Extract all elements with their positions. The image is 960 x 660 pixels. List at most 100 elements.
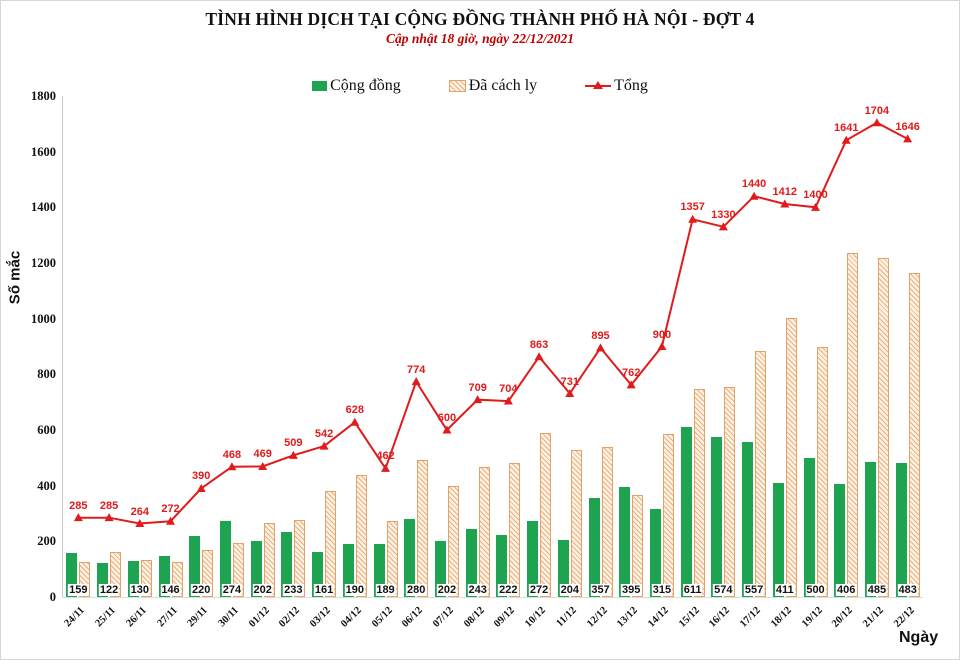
total-value-label: 1412	[772, 185, 798, 198]
bar-community	[342, 544, 354, 597]
y-tick-label: 1200	[31, 256, 56, 270]
x-axis-title: Ngày	[899, 629, 939, 646]
bar-community	[312, 552, 324, 597]
x-tick-label: 26/11	[124, 605, 149, 630]
total-point-marker	[565, 389, 575, 398]
x-tick-label: 17/12	[738, 605, 763, 630]
community-value-label: 483	[897, 584, 918, 596]
chart-subtitle: Cập nhật 18 giờ, ngày 22/12/2021	[385, 31, 575, 46]
total-value-label: 390	[192, 470, 211, 483]
x-tick-label: 18/12	[768, 605, 794, 630]
total-point-marker	[749, 191, 759, 200]
bar-quarantined	[79, 561, 91, 597]
total-point-marker	[411, 377, 421, 386]
bar-quarantined	[816, 346, 828, 597]
bar-quarantined	[908, 273, 920, 597]
total-point-marker	[688, 214, 698, 223]
y-tick-label: 0	[49, 590, 56, 604]
total-value-label: 285	[99, 499, 119, 512]
community-value-label: 485	[866, 584, 888, 596]
community-value-label: 395	[621, 584, 642, 596]
total-value-label: 704	[499, 383, 518, 396]
total-point-marker	[350, 417, 360, 426]
bar-community	[895, 462, 907, 597]
total-point-marker	[319, 441, 329, 450]
total-point-marker	[166, 516, 175, 525]
bar-quarantined	[355, 475, 367, 597]
bar-community	[189, 535, 201, 597]
y-tick-label: 1600	[31, 144, 56, 159]
total-point-marker	[135, 519, 145, 528]
total-value-label: 264	[130, 505, 149, 518]
bar-quarantined	[263, 522, 275, 597]
total-point-marker	[903, 134, 913, 143]
total-value-label: 509	[284, 437, 303, 450]
total-value-label: 1400	[803, 189, 828, 202]
total-value-label: 1440	[741, 178, 767, 191]
community-value-label: 161	[313, 584, 335, 596]
total-value-label: 468	[222, 448, 242, 461]
bar-community	[496, 535, 508, 597]
community-value-label: 146	[160, 584, 181, 596]
bar-community	[66, 552, 78, 597]
bar-community	[588, 497, 600, 597]
bar-quarantined	[140, 559, 152, 597]
total-value-label: 628	[345, 404, 364, 417]
total-point-marker	[718, 222, 728, 231]
community-value-label: 189	[375, 584, 396, 596]
total-value-label: 1646	[895, 120, 920, 133]
community-value-label: 190	[344, 584, 365, 596]
total-point-marker	[503, 396, 513, 405]
bar-quarantined	[662, 434, 674, 597]
community-swatch-icon	[312, 81, 328, 91]
community-value-label: 557	[743, 584, 765, 596]
community-value-label: 202	[252, 584, 273, 596]
total-value-label: 900	[652, 328, 672, 341]
total-value-label: 469	[253, 448, 272, 461]
community-value-label: 274	[221, 584, 243, 596]
community-value-label: 122	[98, 584, 120, 596]
x-tick-label: 03/12	[308, 605, 333, 630]
bar-quarantined	[877, 257, 889, 597]
bar-community	[465, 529, 477, 597]
y-tick-label: 800	[37, 367, 56, 382]
bar-quarantined	[540, 432, 552, 597]
community-value-label: 204	[559, 584, 580, 596]
x-tick-label: 25/11	[93, 605, 118, 630]
community-value-label: 243	[467, 584, 488, 596]
total-value-label: 762	[622, 366, 641, 379]
total-point-marker	[227, 462, 237, 471]
bar-community	[742, 441, 754, 597]
legend-item-total: Tổng	[585, 77, 648, 95]
community-value-label: 159	[68, 584, 89, 596]
community-value-label: 611	[682, 584, 703, 596]
x-tick-label: 14/12	[646, 605, 671, 630]
total-point-marker	[473, 395, 483, 404]
total-value-label: 272	[161, 503, 180, 516]
legend-item-quarantined: Đã cách ly	[448, 77, 537, 95]
bar-quarantined	[632, 494, 644, 597]
total-value-label: 895	[591, 329, 610, 342]
bar-quarantined	[570, 450, 582, 597]
y-tick-label: 1800	[31, 89, 56, 103]
legend-item-community: Cộng đồng	[312, 77, 401, 95]
bar-community	[219, 520, 231, 597]
total-value-label: 731	[560, 375, 579, 388]
x-tick-label: 11/12	[554, 605, 579, 630]
y-tick-label: 400	[37, 478, 56, 493]
total-value-label: 600	[437, 412, 457, 424]
total-value-label: 709	[468, 381, 487, 394]
total-point-marker	[381, 463, 390, 472]
community-value-label: 220	[191, 584, 212, 596]
total-point-marker	[657, 342, 667, 350]
total-value-label: 863	[529, 338, 549, 351]
community-value-label: 315	[651, 584, 673, 596]
bar-community	[557, 540, 569, 597]
total-line-marker-icon	[585, 81, 612, 89]
total-value-label: 1704	[864, 104, 890, 117]
y-axis-title: Số mắc	[6, 250, 24, 305]
bar-community	[649, 509, 661, 597]
bar-quarantined	[417, 459, 429, 597]
y-tick-label: 200	[37, 534, 56, 549]
community-value-label: 222	[498, 584, 519, 596]
